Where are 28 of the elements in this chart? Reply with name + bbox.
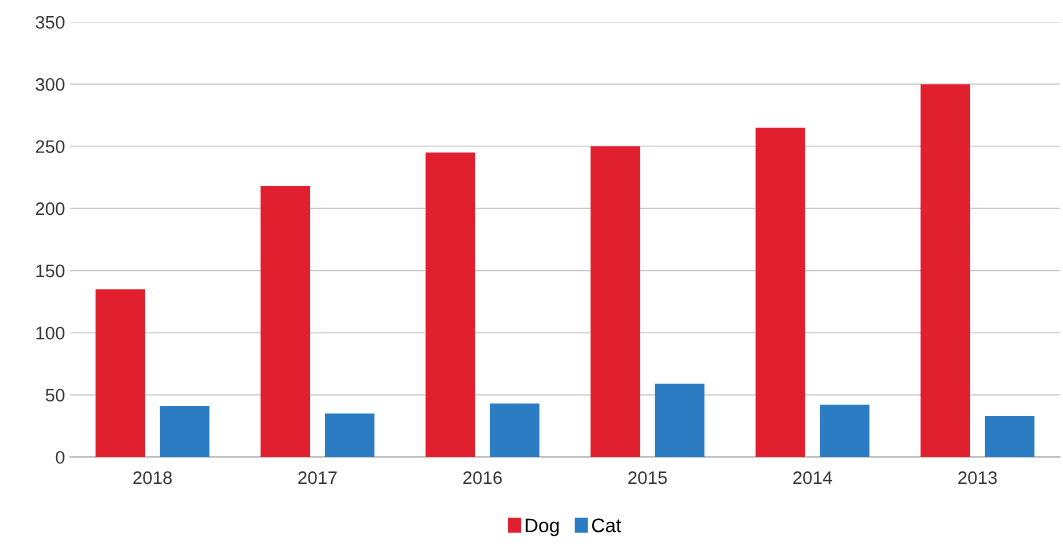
bar — [654, 383, 705, 457]
y-tick-label: 0 — [55, 450, 65, 464]
y-tick-label: 50 — [45, 388, 65, 402]
y-tick-label: 350 — [35, 15, 65, 29]
y-tick-label: 200 — [35, 202, 65, 216]
x-tick-label: 2014 — [793, 471, 833, 485]
x-tick-label: 2015 — [628, 471, 667, 485]
bar — [920, 84, 971, 457]
x-tick-label: 2017 — [298, 471, 337, 485]
x-tick-label: 2013 — [958, 471, 997, 485]
y-tick-label: 300 — [35, 78, 65, 91]
x-tick-label: 2016 — [463, 471, 502, 485]
y-tick-label: 250 — [35, 140, 65, 154]
bar — [984, 415, 1035, 457]
x-tick-label: 2018 — [133, 471, 172, 485]
bar — [489, 403, 540, 457]
y-tick-label: 100 — [36, 326, 65, 340]
legend-label: Cat — [592, 518, 622, 533]
y-tick-label: 150 — [36, 264, 65, 278]
legend-label: Dog — [525, 518, 559, 537]
bar — [425, 152, 476, 457]
bar — [95, 289, 146, 457]
bar — [819, 404, 870, 457]
bar — [590, 146, 641, 457]
bar — [755, 127, 806, 457]
bar — [260, 186, 311, 457]
bar — [159, 406, 210, 457]
bar — [324, 413, 375, 457]
